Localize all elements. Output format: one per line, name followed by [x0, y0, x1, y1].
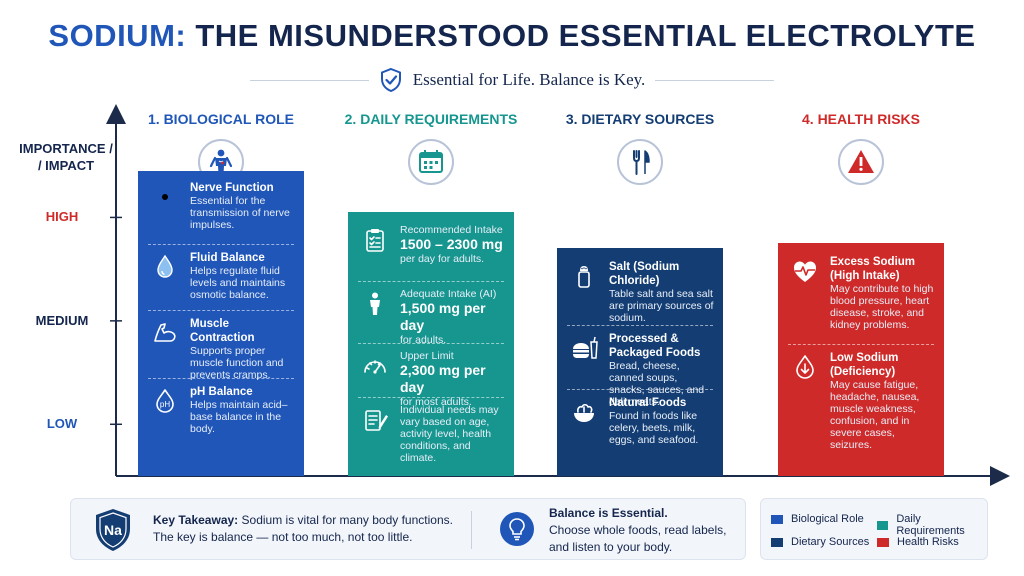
bar-1-item-3: Muscle Contraction Supports proper muscle… [138, 317, 304, 381]
bar-4-item-2: Low Sodium (Deficiency) May cause fatigue… [778, 351, 944, 451]
category-label-4: 4. HEALTH RISKS [802, 111, 920, 127]
legend: Biological Role Daily Requirements Dietary… [760, 498, 988, 560]
muscle-arm-icon [148, 317, 182, 381]
bar-1: Nerve Function Essential for the transmis… [138, 170, 304, 476]
takeaway-line1: Sodium is vital for many body functions. [241, 513, 453, 527]
lightbulb-icon [500, 512, 534, 546]
takeaway-label: Key Takeaway: [153, 513, 239, 527]
balance-title: Balance is Essential. [549, 506, 668, 520]
legend-swatch [771, 537, 783, 547]
bar-2-item-1: Recommended Intake 1500 – 2300 mg per day … [348, 224, 514, 265]
bar-4: Excess Sodium (High Intake) May contribut… [778, 243, 944, 476]
y-axis-title: IMPORTANCE / / IMPACT [19, 141, 113, 173]
bar-2-item-3: Upper Limit 2,300 mg per day for most adul… [348, 350, 514, 408]
takeaway-line2: The key is balance — not too much, not t… [153, 530, 413, 544]
y-level-label-high: HIGH [45, 209, 79, 225]
legend-item-2: Daily Requirements [877, 513, 987, 537]
balance-text: Balance is Essential. Choose whole foods… [549, 505, 739, 556]
bar-2-item-4: Individual needs may vary based on age, … [348, 404, 514, 464]
bar-2-item-2: Adequate Intake (AI) 1,500 mg per day for … [348, 288, 514, 346]
clipboard-checklist-icon [358, 224, 392, 265]
bar-2: Recommended Intake 1500 – 2300 mg per day … [348, 212, 514, 476]
bar-separator [358, 343, 504, 345]
title-sodium: SODIUM: [48, 18, 187, 53]
category-label-2: 2. DAILY REQUIREMENTS [344, 111, 518, 127]
takeaway-text: Key Takeaway: Sodium is vital for many b… [153, 512, 473, 546]
legend-label: Health Risks [897, 536, 959, 548]
bar-1-item-1: Nerve Function Essential for the transmis… [138, 181, 304, 231]
svg-text:pH: pH [160, 400, 170, 409]
salad-bowl-icon [567, 396, 601, 446]
na-shield-icon: Na [96, 509, 130, 551]
human-body-icon [198, 139, 244, 185]
burger-drink-icon [567, 332, 601, 408]
bar-separator [788, 344, 934, 346]
y-level-label-low: LOW [46, 416, 78, 432]
subtitle-line-left [250, 79, 369, 81]
balance-line1: Choose whole foods, read labels, [549, 523, 727, 537]
person-icon [358, 288, 392, 346]
water-drop-icon [148, 251, 182, 301]
balance-line2: and listen to your body. [549, 540, 673, 554]
bar-separator [148, 377, 294, 379]
bar-separator [358, 281, 504, 283]
legend-swatch [877, 520, 889, 530]
subtitle: Essential for Life. Balance is Key. [412, 70, 646, 89]
category-label-3: 3. DIETARY SOURCES [565, 111, 715, 127]
bar-separator [148, 243, 294, 245]
takeaway-divider [471, 511, 472, 549]
bar-separator [567, 389, 713, 391]
bar-separator [358, 397, 504, 399]
na-badge-text: Na [104, 522, 122, 538]
salt-shaker-icon [567, 260, 601, 324]
bar-separator [567, 325, 713, 327]
y-level-label-medium: MEDIUM [35, 312, 89, 328]
calendar-icon [408, 139, 454, 185]
bar-3: Salt (Sodium Chloride) Table salt and sea… [557, 248, 723, 476]
legend-label: Daily Requirements [896, 513, 965, 537]
nerve-icon [148, 181, 182, 231]
bar-4-item-1: Excess Sodium (High Intake) May contribut… [778, 255, 944, 331]
legend-label: Dietary Sources [791, 536, 870, 548]
shield-check-icon [380, 67, 401, 93]
bar-separator [148, 309, 294, 311]
fork-knife-icon [617, 139, 663, 185]
takeaway-card: Na Key Takeaway: Sodium is vital for man… [70, 498, 746, 560]
subtitle-row: Essential for Life. Balance is Key. [250, 64, 775, 96]
notepad-pen-icon [358, 404, 392, 464]
page-title: SODIUM: THE MISUNDERSTOOD ESSENTIAL ELEC… [0, 18, 1024, 54]
bar-3-item-2: Processed & Packaged Foods Bread, cheese,… [557, 332, 723, 408]
warning-triangle-icon [838, 139, 884, 185]
legend-item-3: Dietary Sources [771, 536, 869, 548]
bar-3-item-1: Salt (Sodium Chloride) Table salt and sea… [557, 260, 723, 324]
gauge-icon [358, 350, 392, 408]
legend-label: Biological Role [791, 513, 864, 525]
bar-1-item-2: Fluid Balance Helps regulate fluid levels… [138, 251, 304, 301]
down-arrow-drop-icon [788, 351, 822, 451]
bar-3-item-3: Natural Foods Found in foods like celery,… [557, 396, 723, 446]
heart-pulse-icon [788, 255, 822, 331]
subtitle-line-right [655, 79, 775, 81]
bar-1-item-4: pH pH Balance Helps maintain acid–base bal… [138, 385, 304, 435]
category-label-1: 1. BIOLOGICAL ROLE [148, 111, 294, 127]
legend-swatch [771, 514, 783, 524]
legend-item-1: Biological Role [771, 513, 864, 525]
legend-swatch [877, 537, 889, 547]
title-rest: THE MISUNDERSTOOD ESSENTIAL ELECTROLYTE [195, 18, 976, 53]
ph-drop-icon: pH [148, 385, 182, 435]
legend-item-4: Health Risks [877, 536, 959, 548]
